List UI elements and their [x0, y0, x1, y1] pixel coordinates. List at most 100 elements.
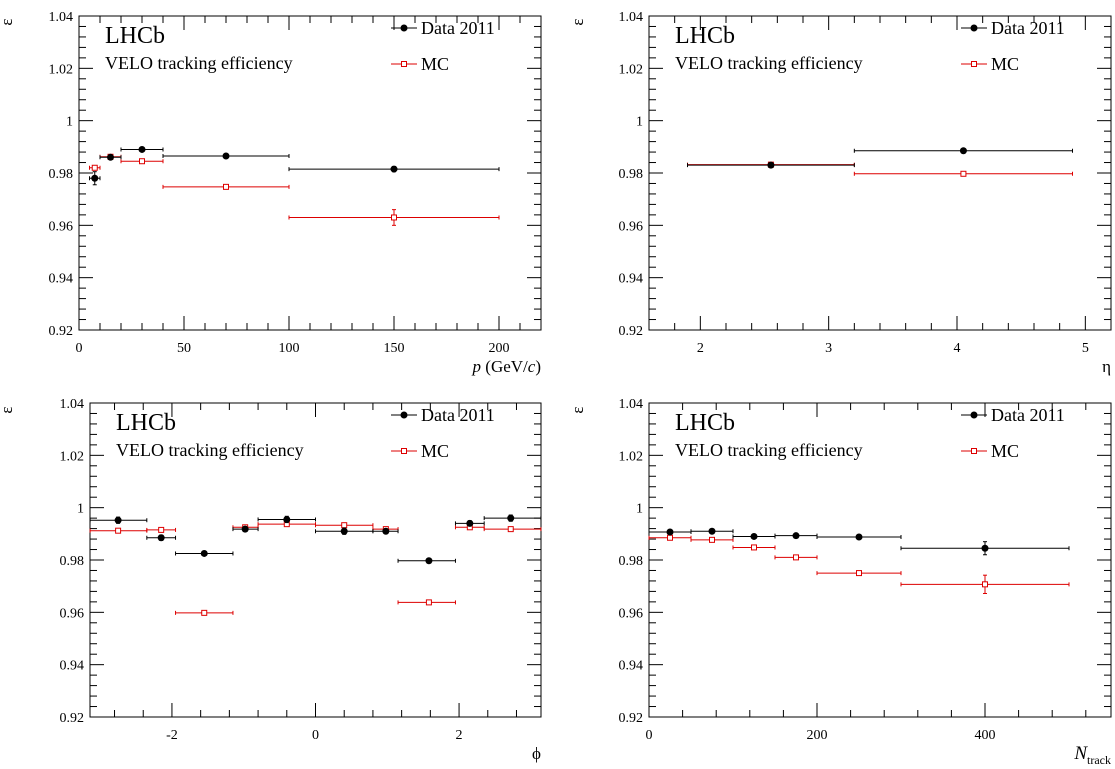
chart-subtitle: VELO tracking efficiency — [675, 440, 863, 460]
panel-3: 0.92 0.94 0.96 0.98 1 1.02 1.04 -2 0 2 ε ϕ LHCb VELO … — [0, 397, 542, 763]
data-point — [853, 170, 1073, 177]
y-tick-label: 1 — [636, 502, 643, 517]
y-tick-label: 0.92 — [49, 324, 74, 339]
marker — [138, 145, 146, 153]
y-tick-label: 1.04 — [619, 397, 644, 412]
data-point — [816, 570, 902, 577]
y-tick-label: 0.98 — [619, 167, 644, 182]
y-tick-label: 0.94 — [619, 659, 644, 674]
y-tick-label: 0.98 — [619, 554, 644, 569]
chart-title: LHCb — [105, 23, 165, 49]
panel-2: 0.92 0.94 0.96 0.98 1 1.02 1.04 2 3 4 5 ε η LHCb VELO … — [568, 10, 1112, 376]
x-tick-label: 200 — [489, 341, 510, 356]
data-point — [900, 574, 1070, 594]
data-point — [232, 525, 259, 533]
marker — [792, 532, 800, 540]
y-tick-label: 0.92 — [619, 711, 644, 726]
marker — [507, 514, 515, 522]
panel-4: 0.92 0.94 0.96 0.98 1 1.02 1.04 0 200 400 ε Ntrack L… — [568, 397, 1112, 767]
x-tick-label: 3 — [825, 341, 832, 356]
series-data-2011 — [89, 514, 542, 565]
series-data-2011 — [89, 145, 500, 186]
x-axis-label-var: p — [472, 357, 482, 376]
data-point — [648, 534, 692, 541]
y-axis-label: ε — [568, 406, 587, 413]
x-axis-label: Ntrack — [1073, 743, 1111, 767]
marker — [341, 522, 348, 529]
series-data-2011 — [687, 147, 1073, 169]
y-tick-label: 1.02 — [60, 449, 85, 464]
chart-title: LHCb — [116, 410, 176, 436]
y-tick-label: 1.04 — [60, 397, 85, 412]
legend-entry: Data 2011 — [961, 18, 1065, 38]
data-point — [774, 532, 818, 540]
marker — [466, 519, 474, 527]
marker — [425, 599, 432, 606]
marker — [982, 581, 988, 588]
marker — [855, 533, 863, 541]
y-tick-label: 0.96 — [619, 606, 644, 621]
x-tick-label: 0 — [646, 728, 653, 743]
chart-subtitle: VELO tracking efficiency — [105, 53, 293, 73]
x-tick-label: 200 — [807, 728, 828, 743]
marker — [793, 554, 799, 561]
legend-marker — [971, 61, 977, 67]
legend-entry: Data 2011 — [391, 18, 495, 38]
marker — [856, 570, 862, 577]
data-point — [146, 534, 177, 542]
data-point — [690, 527, 734, 535]
y-tick-label: 0.96 — [49, 219, 74, 234]
legend-label: MC — [421, 441, 449, 461]
x-tick-label: 2 — [697, 341, 704, 356]
y-axis-label: ε — [0, 406, 16, 413]
y-tick-label: 1.02 — [619, 449, 644, 464]
data-point — [397, 557, 456, 565]
legend-label: Data 2011 — [991, 18, 1065, 38]
data-point — [774, 554, 818, 561]
x-axis-label-sub: track — [1087, 753, 1111, 767]
data-point — [120, 145, 164, 153]
y-tick-label: 0.94 — [49, 272, 74, 287]
marker — [425, 557, 433, 565]
y-tick-label: 1 — [636, 115, 643, 130]
x-tick-label: 2 — [456, 728, 463, 743]
marker — [91, 174, 99, 182]
y-tick-label: 0.92 — [619, 324, 644, 339]
data-point — [816, 533, 902, 541]
marker — [960, 170, 967, 177]
x-axis-label: ϕ — [532, 744, 541, 763]
data-point — [89, 527, 148, 534]
legend-label: Data 2011 — [991, 405, 1065, 425]
data-point — [483, 526, 542, 533]
y-tick-label: 1 — [77, 502, 84, 517]
legend-entry: MC — [391, 441, 449, 461]
legend-label: MC — [421, 54, 449, 74]
legend-entry: Data 2011 — [391, 405, 495, 425]
data-point — [315, 527, 374, 535]
data-point — [146, 526, 177, 533]
series-data-2011 — [648, 527, 1070, 556]
marker — [241, 525, 249, 533]
chart-title: LHCb — [675, 23, 735, 49]
chart-subtitle: VELO tracking efficiency — [116, 440, 304, 460]
chart-title: LHCb — [675, 410, 735, 436]
x-tick-label: 100 — [279, 341, 300, 356]
marker — [283, 515, 291, 523]
x-tick-label: -2 — [166, 728, 178, 743]
marker — [201, 609, 208, 616]
marker — [667, 534, 673, 541]
marker — [390, 165, 398, 173]
marker — [666, 528, 674, 536]
legend-marker — [401, 448, 407, 454]
marker — [107, 153, 114, 161]
legend-entry: MC — [391, 54, 449, 74]
x-axis-label-unit-close: ) — [535, 357, 541, 376]
series-mc — [687, 161, 1073, 177]
marker — [751, 544, 757, 551]
x-axis-label-var: N — [1073, 743, 1088, 764]
data-point — [372, 527, 399, 535]
x-axis-label: p (GeV/c) — [472, 357, 541, 376]
y-tick-label: 0.92 — [60, 711, 85, 726]
y-tick-label: 1.02 — [49, 62, 74, 77]
legend-marker — [971, 448, 977, 454]
